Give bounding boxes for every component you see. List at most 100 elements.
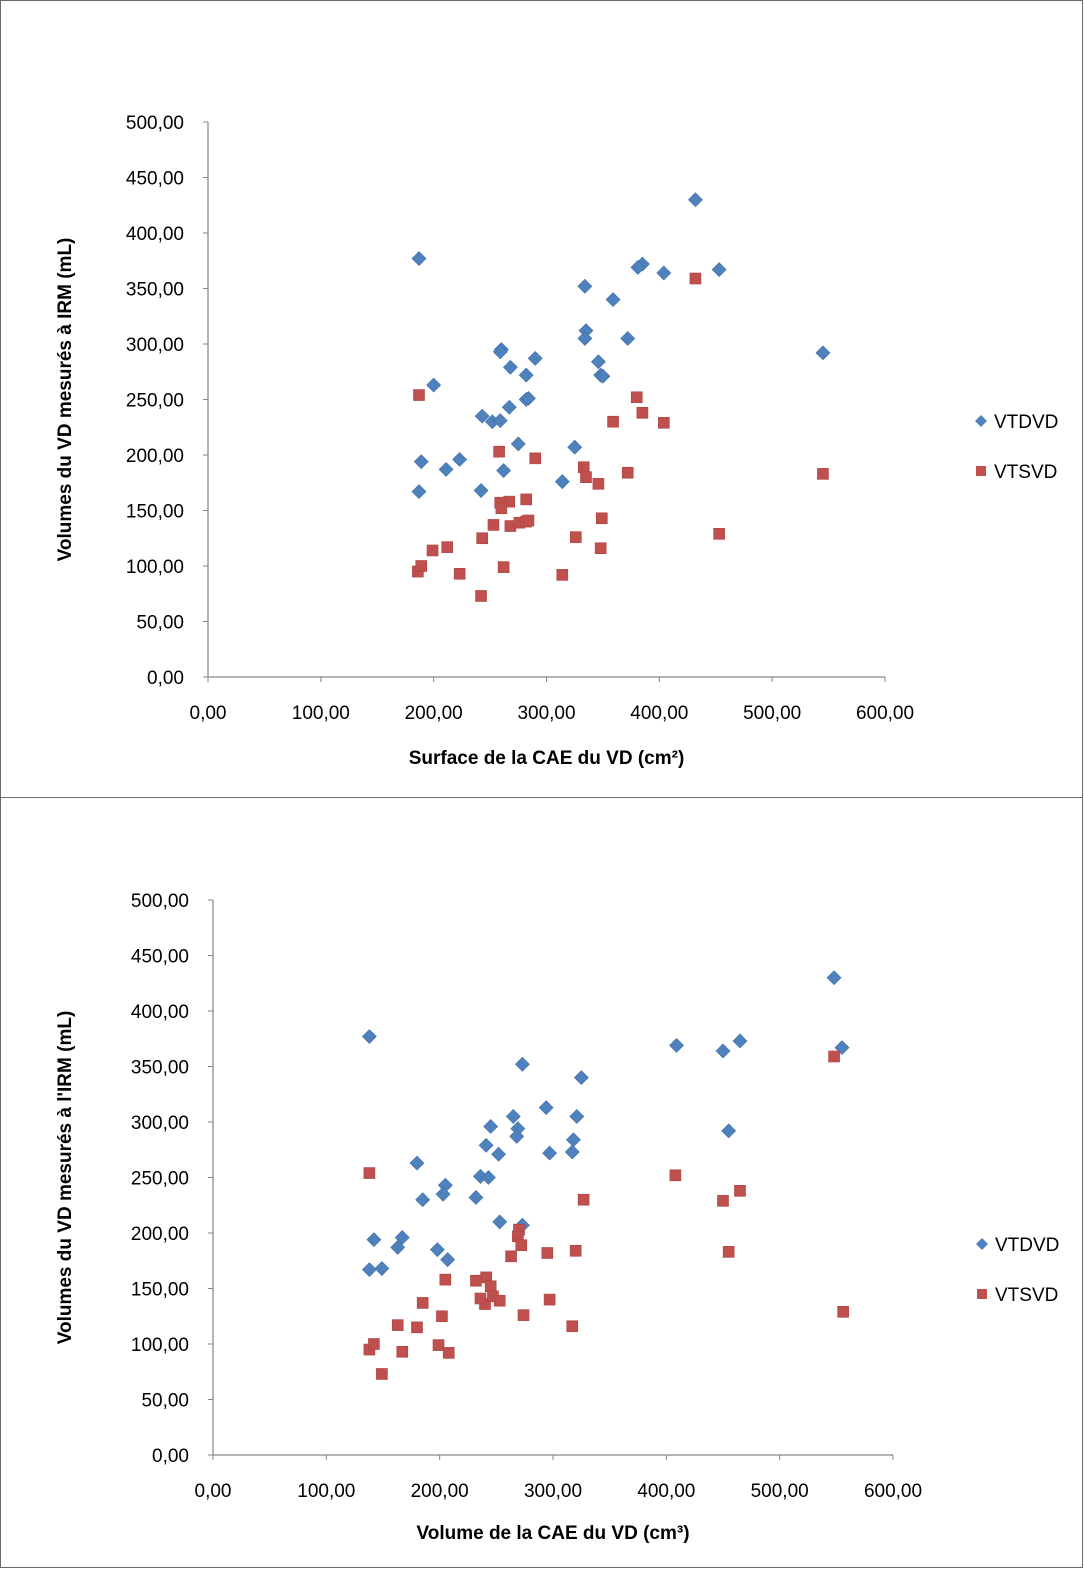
x-tick-label: 300,00 (524, 1481, 582, 1502)
y-tick-label: 350,00 (131, 1058, 189, 1079)
data-point-vtsvd (426, 544, 439, 557)
data-point-vtsvd (484, 1280, 497, 1293)
y-tick-label: 50,00 (141, 1391, 189, 1412)
data-point-vtdvd (521, 390, 536, 406)
data-point-vtsvd (689, 272, 702, 285)
data-point-vtdvd (815, 345, 831, 361)
data-point-vtdvd (496, 463, 512, 478)
data-point-vtdvd (620, 331, 636, 346)
data-point-vtdvd (394, 1230, 410, 1245)
data-point-vtdvd (411, 251, 427, 266)
data-point-vtsvd (363, 1167, 376, 1179)
data-point-vtsvd (376, 1368, 388, 1380)
data-point-vtsvd (436, 1310, 448, 1323)
data-point-vtsvd (577, 1193, 590, 1206)
data-point-vtsvd (713, 528, 725, 540)
legend-marker-vtsvd (976, 466, 986, 476)
data-point-vtdvd (595, 368, 611, 384)
data-point-vtdvd (656, 265, 672, 281)
x-tick-label: 400,00 (637, 1481, 695, 1502)
data-point-vtdvd (538, 1100, 554, 1115)
data-point-vtdvd (542, 1145, 558, 1161)
data-point-vtsvd (505, 1250, 517, 1263)
y-tick-label: 200,00 (126, 446, 184, 467)
y-tick-label: 0,00 (147, 668, 184, 689)
data-point-vtdvd (669, 1037, 684, 1053)
y-tick-label: 200,00 (131, 1224, 189, 1245)
data-point-vtsvd (391, 1319, 404, 1331)
data-point-vtdvd (501, 399, 517, 415)
data-point-vtsvd (413, 389, 425, 401)
data-point-vtdvd (435, 1186, 451, 1202)
x-tick-label: 0,00 (190, 703, 227, 724)
data-point-vtdvd (711, 262, 727, 278)
data-point-vtsvd (470, 1274, 482, 1287)
data-point-vtsvd (517, 1309, 530, 1321)
data-point-vtdvd (567, 439, 583, 455)
x-tick-label: 300,00 (517, 703, 575, 724)
y-tick-label: 500,00 (131, 891, 189, 912)
data-point-vtsvd (497, 561, 510, 573)
data-point-vtsvd (442, 1347, 455, 1359)
data-point-vtdvd (518, 367, 534, 383)
data-point-vtsvd (487, 519, 500, 531)
data-point-vtsvd (556, 569, 569, 581)
y-tick-label: 100,00 (131, 1335, 189, 1356)
data-point-vtdvd (590, 354, 606, 370)
data-point-vtdvd (569, 1109, 585, 1124)
data-point-vtdvd (411, 484, 427, 500)
data-point-vtsvd (607, 415, 619, 428)
chart-panel-volume: 0,00 50,00 100,00 150,00 200,00 250,00 300,00 3… (0, 797, 1083, 1568)
data-point-vtdvd (492, 413, 508, 429)
data-point-vtsvd (368, 1338, 380, 1350)
x-axis-title: Surface de la CAE du VD (cm²) (409, 748, 685, 769)
x-tick-label: 100,00 (292, 703, 350, 724)
y-tick-label: 250,00 (131, 1169, 189, 1190)
data-point-vtdvd (502, 359, 518, 375)
data-point-vtdvd (527, 351, 543, 366)
data-point-vtsvd (441, 541, 454, 553)
data-point-vtdvd (483, 1119, 499, 1134)
data-point-vtdvd (440, 1252, 456, 1268)
data-point-vtdvd (514, 1056, 530, 1072)
data-point-vtsvd (722, 1246, 735, 1258)
y-tick-label: 300,00 (126, 335, 184, 356)
chart-panel-surface: 0,00 50,00 100,00 150,00 200,00 250,00 300,00 3… (0, 0, 1083, 798)
data-point-vtsvd (495, 502, 508, 515)
x-tick-label: 600,00 (856, 703, 914, 724)
data-point-vtsvd (541, 1247, 554, 1259)
x-tick-label: 400,00 (630, 703, 688, 724)
x-tick-label: 500,00 (743, 703, 801, 724)
data-point-vtdvd (510, 436, 526, 452)
data-point-vtsvd (577, 461, 590, 474)
data-point-vtsvd (522, 514, 535, 527)
data-point-vtdvd (577, 278, 593, 294)
data-point-vtdvd (505, 1109, 521, 1124)
data-point-vtdvd (721, 1123, 737, 1139)
data-point-vtdvd (409, 1155, 425, 1171)
data-point-vtsvd (658, 417, 670, 429)
data-point-vtdvd (438, 462, 454, 477)
legend-label-vtsvd: VTSVD (994, 462, 1057, 483)
data-point-vtdvd (390, 1240, 406, 1255)
data-point-vtdvd (413, 454, 429, 470)
data-point-vtdvd (361, 1262, 377, 1278)
data-point-vtdvd (374, 1261, 390, 1276)
y-tick-label: 350,00 (126, 280, 184, 301)
x-tick-label: 0,00 (195, 1481, 232, 1502)
legend-marker-vtdvd (975, 415, 987, 427)
data-point-vtsvd (837, 1306, 849, 1318)
data-point-vtsvd (580, 471, 592, 484)
data-point-vtsvd (520, 493, 532, 506)
data-point-vtsvd (493, 1294, 506, 1307)
data-point-vtsvd (621, 466, 634, 479)
data-point-vtdvd (715, 1043, 731, 1059)
data-point-vtdvd (452, 452, 468, 467)
data-point-vtdvd (826, 970, 842, 986)
data-point-vtdvd (480, 1170, 496, 1185)
y-tick-label: 400,00 (126, 224, 184, 245)
data-point-vtdvd (732, 1033, 748, 1049)
data-point-vtsvd (493, 445, 505, 458)
data-point-vtdvd (630, 259, 646, 275)
data-point-vtdvd (509, 1129, 525, 1144)
